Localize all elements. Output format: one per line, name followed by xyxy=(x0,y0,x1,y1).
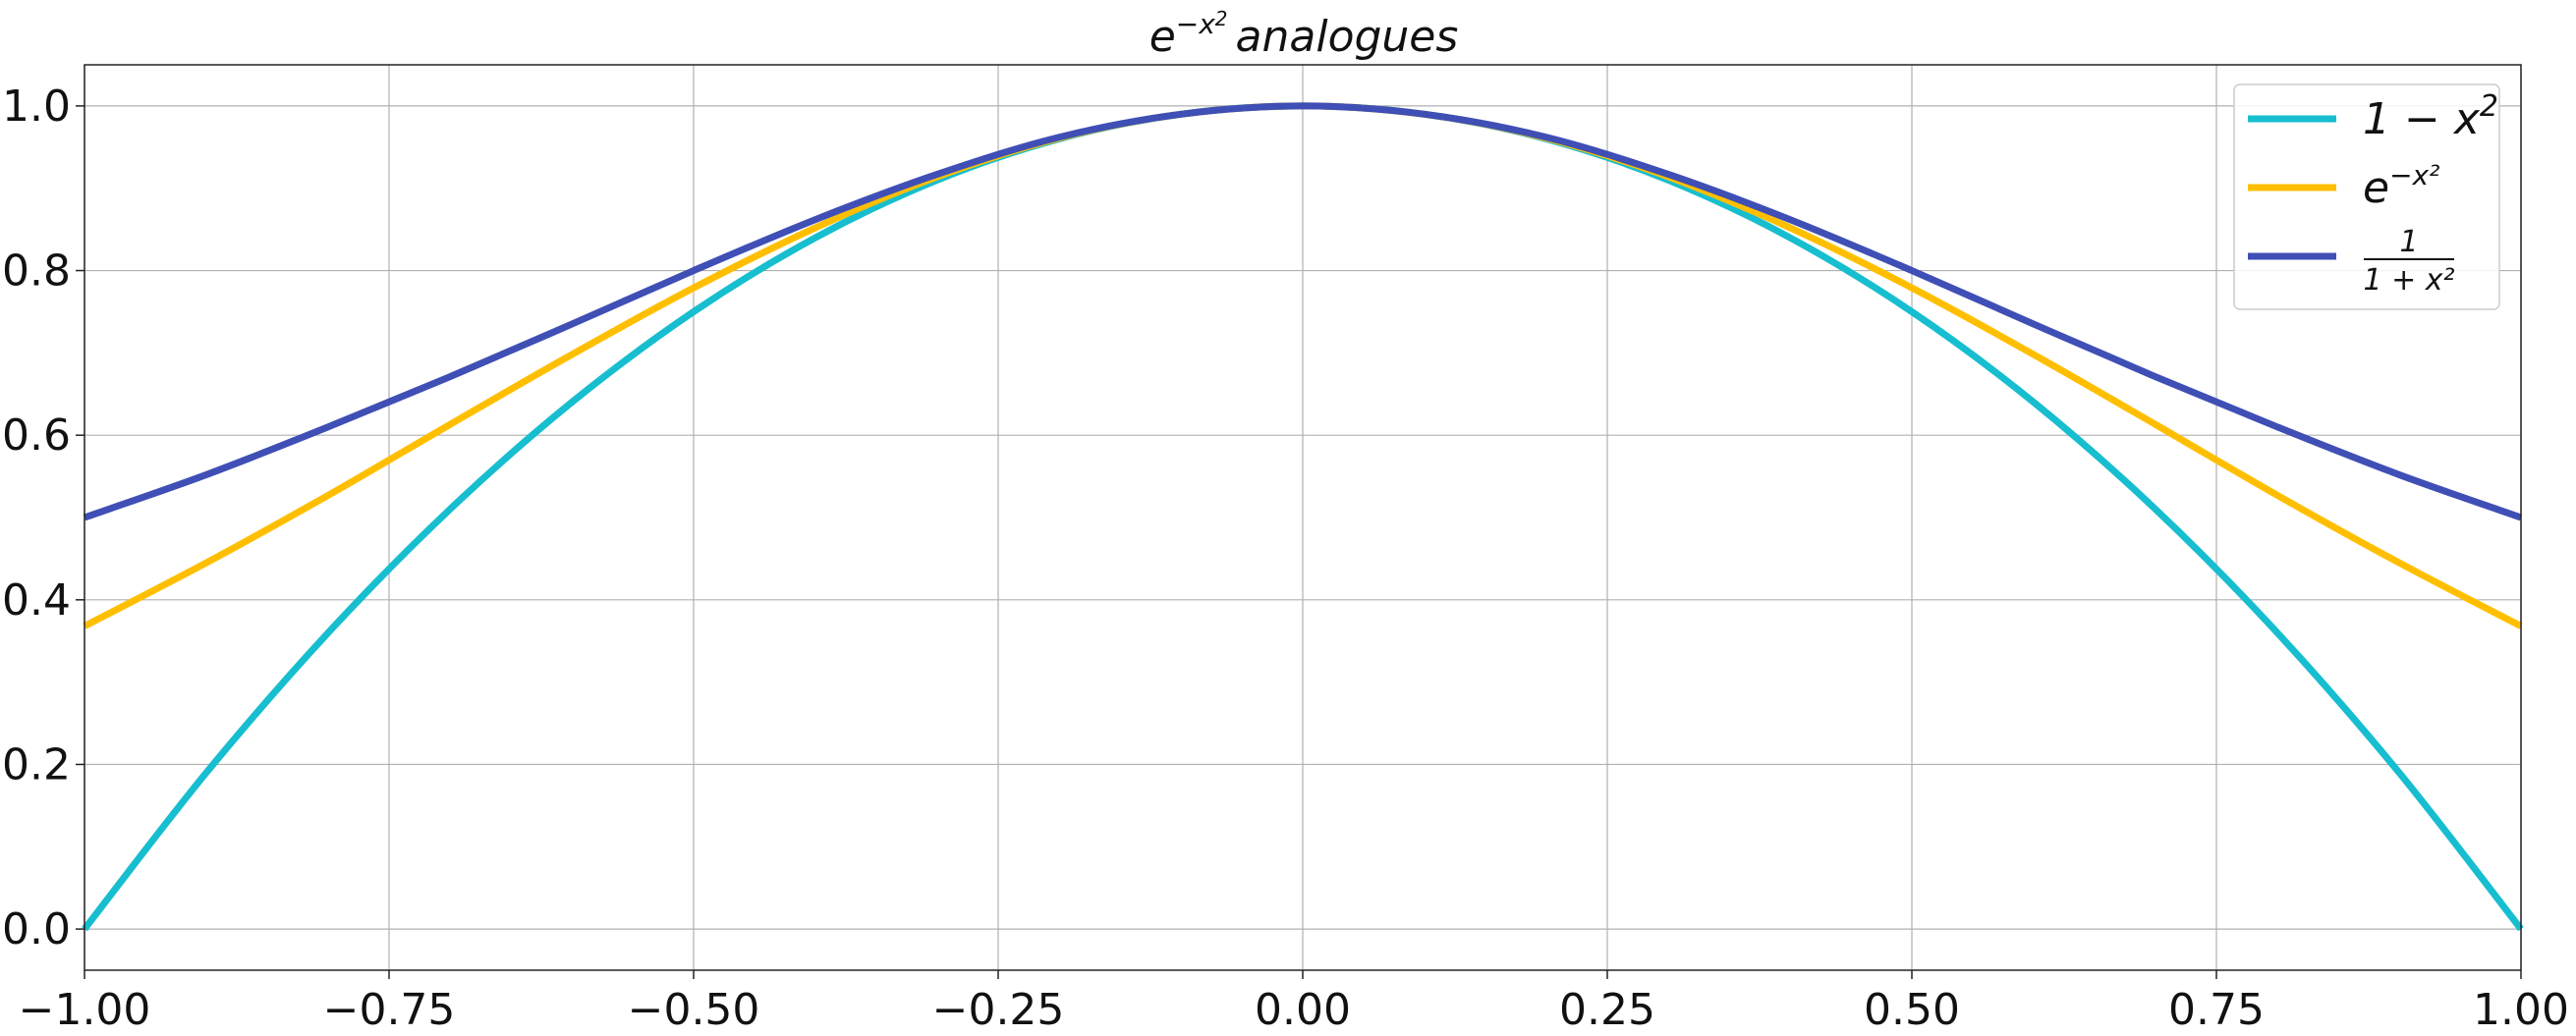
x-tick-label: −0.50 xyxy=(628,985,760,1032)
legend-label-series-2-sup: −x² xyxy=(2389,159,2439,191)
legend-label-series-1-main: 1 − x xyxy=(2363,94,2481,144)
legend: 1 − x2 e−x² 1 1 + x² xyxy=(2233,83,2500,310)
legend-label-series-2-main: e xyxy=(2363,163,2389,213)
legend-label-series-1: 1 − x2 xyxy=(2363,89,2498,144)
legend-label-series-1-sup: 2 xyxy=(2480,89,2498,124)
y-tick-label: 0.4 xyxy=(2,575,71,626)
x-tick-label: 0.00 xyxy=(1255,985,1351,1032)
y-tick-label: 0.8 xyxy=(2,246,71,297)
y-tick-label: 0.2 xyxy=(2,739,71,790)
title-base: e xyxy=(1149,12,1176,62)
title-suffix: analogues xyxy=(1236,12,1459,62)
x-tick-label: −1.00 xyxy=(19,985,151,1032)
chart-title: e−x2 analogues xyxy=(1149,7,1459,62)
x-tick-label: 0.75 xyxy=(2168,985,2265,1032)
series-lines xyxy=(82,102,2524,932)
x-tick-label: 1.00 xyxy=(2473,985,2569,1032)
legend-label-series-3-denominator: 1 + x² xyxy=(2363,263,2454,298)
x-tick-label: −0.25 xyxy=(932,985,1065,1032)
x-tick-label: 0.50 xyxy=(1864,985,1960,1032)
legend-label-series-3-numerator: 1 xyxy=(2399,225,2418,259)
y-axis-ticks: 0.0 0.2 0.4 0.6 0.8 1.0 xyxy=(2,82,84,954)
y-tick-label: 0.0 xyxy=(2,904,71,954)
x-tick-label: −0.75 xyxy=(323,985,456,1032)
title-exponent: −x xyxy=(1176,8,1215,40)
series-line-3 xyxy=(83,102,2523,521)
y-tick-label: 0.6 xyxy=(2,410,71,461)
grid xyxy=(84,65,2522,970)
x-tick-label: 0.25 xyxy=(1559,985,1655,1032)
x-axis-ticks: −1.00 −0.75 −0.50 −0.25 0.00 0.25 0.50 0.75 1.00 xyxy=(19,970,2569,1035)
legend-label-series-2: e−x² xyxy=(2363,159,2439,213)
title-exponent-power: 2 xyxy=(1215,7,1228,30)
y-tick-label: 1.0 xyxy=(2,82,71,132)
